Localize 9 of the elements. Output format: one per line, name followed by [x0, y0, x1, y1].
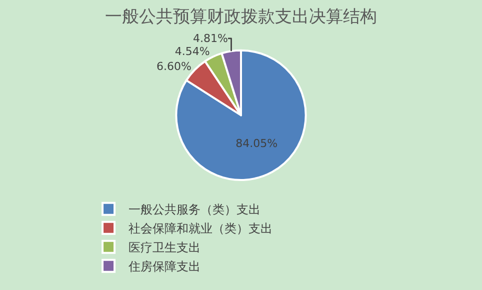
data-label: 4.81% [193, 32, 228, 45]
data-label: 4.54% [174, 44, 210, 58]
data-label: 6.60% [156, 60, 192, 74]
legend-label: 社会保障和就业（类）支出 [128, 222, 273, 236]
chart-title: 一般公共预算财政拨款支出决算结构 [105, 7, 377, 28]
legend-label: 医疗卫生支出 [128, 240, 201, 255]
legend-label: 住房保障支出 [128, 260, 201, 274]
data-label: 84.05% [236, 137, 278, 150]
legend-label: 一般公共服务（类）支出 [128, 202, 261, 217]
